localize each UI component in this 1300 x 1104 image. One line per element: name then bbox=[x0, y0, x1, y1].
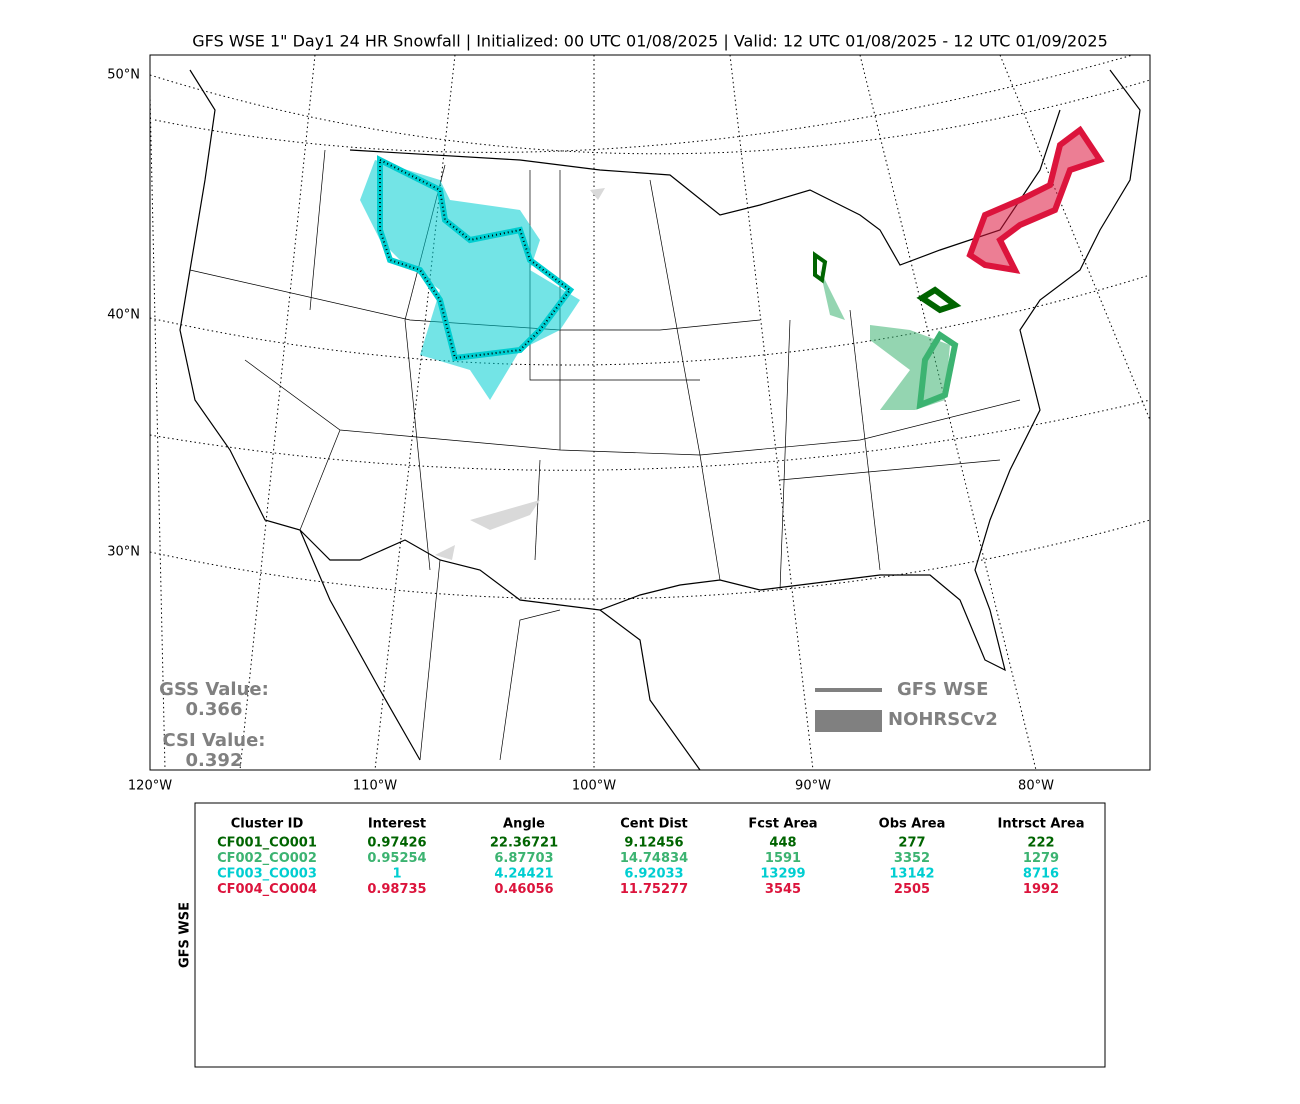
table-cell: 9.12456 bbox=[624, 836, 683, 851]
lat-label: 40°N bbox=[107, 308, 140, 323]
legend: GFS WSE NOHRSCv2 bbox=[815, 679, 998, 732]
header-cell: Angle bbox=[503, 817, 545, 832]
legend-label: GFS WSE bbox=[897, 679, 988, 700]
table-cell: 6.87703 bbox=[494, 851, 553, 866]
side-label: GFS WSE bbox=[178, 902, 193, 968]
table-cell: 6.92033 bbox=[624, 867, 683, 882]
table-cell: 14.74834 bbox=[620, 851, 688, 866]
title: GFS WSE 1" Day1 24 HR Snowfall | Initial… bbox=[192, 32, 1108, 51]
table-cell: 0.95254 bbox=[367, 851, 426, 866]
lon-label: 110°W bbox=[353, 779, 397, 794]
fcst-cluster-2 bbox=[916, 330, 959, 410]
lon-label: 90°W bbox=[795, 779, 831, 794]
table-cell: CF001_CO001 bbox=[217, 836, 317, 851]
obs-cluster-3 bbox=[360, 160, 580, 400]
table-cell: 13299 bbox=[760, 867, 805, 882]
table-frame bbox=[194, 802, 1106, 1068]
table-cell: 1591 bbox=[765, 851, 801, 866]
table-cell: 1279 bbox=[1023, 851, 1059, 866]
scores: GSS Value: 0.366 CSI Value: 0.392 bbox=[159, 679, 269, 771]
legend-patch bbox=[815, 710, 882, 732]
legend-label: NOHRSCv2 bbox=[888, 709, 998, 730]
cluster-4 bbox=[966, 125, 1105, 274]
table-cell: 4.24421 bbox=[494, 867, 553, 882]
lon-label: 100°W bbox=[572, 779, 616, 794]
table-cell: CF002_CO002 bbox=[217, 851, 317, 866]
header-cell: Interest bbox=[368, 817, 426, 832]
fcst-cluster-1 bbox=[916, 286, 962, 314]
header-cell: Cluster ID bbox=[231, 817, 304, 832]
table-cell: 0.97426 bbox=[367, 836, 426, 851]
obs-cluster-2 bbox=[820, 270, 950, 410]
axis-labels: 50°N 40°N 30°N 120°W 110°W 100°W 90°W 80… bbox=[107, 68, 1054, 794]
header-cell: Obs Area bbox=[879, 817, 946, 832]
table-cell: 3545 bbox=[765, 882, 801, 897]
snow-objects bbox=[360, 125, 1105, 560]
header-cell: Fcst Area bbox=[748, 817, 817, 832]
map-frame bbox=[149, 54, 1151, 771]
table-cell: 0.46056 bbox=[494, 882, 553, 897]
lon-label: 80°W bbox=[1018, 779, 1054, 794]
csi-value: 0.392 bbox=[186, 750, 243, 771]
table-cell: 8716 bbox=[1023, 867, 1059, 882]
lat-label: 30°N bbox=[107, 545, 140, 560]
header-cell: Intrsct Area bbox=[998, 817, 1085, 832]
table-cell: CF003_CO003 bbox=[217, 867, 317, 882]
table-cell: 277 bbox=[898, 836, 925, 851]
table: GFS WSE Cluster ID Interest Angle Cent Dist… bbox=[178, 802, 1106, 1068]
table-cell: 1 bbox=[392, 867, 401, 882]
gss-label: GSS Value: bbox=[159, 679, 269, 700]
header-cell: Cent Dist bbox=[620, 817, 688, 832]
table-cell: 0.98735 bbox=[367, 882, 426, 897]
table-cell: 22.36721 bbox=[490, 836, 558, 851]
table-cell: 11.75277 bbox=[620, 882, 688, 897]
gss-value: 0.366 bbox=[186, 699, 243, 720]
obs-cluster-1 bbox=[813, 251, 828, 284]
map: GSS Value: 0.366 CSI Value: 0.392 GFS WS… bbox=[149, 54, 1151, 771]
table-cell: 2505 bbox=[894, 882, 930, 897]
table-cell: 3352 bbox=[894, 851, 930, 866]
table-cell: 1992 bbox=[1023, 882, 1059, 897]
fcst-cluster-3-dots bbox=[379, 158, 572, 360]
lon-label: 120°W bbox=[128, 779, 172, 794]
csi-label: CSI Value: bbox=[163, 730, 266, 751]
table-cell: 13142 bbox=[889, 867, 934, 882]
graticule bbox=[150, 55, 1150, 770]
table-cell: 448 bbox=[769, 836, 796, 851]
lat-label: 50°N bbox=[107, 68, 140, 83]
table-cell: 222 bbox=[1027, 836, 1054, 851]
table-cell: CF004_CO004 bbox=[217, 882, 317, 897]
